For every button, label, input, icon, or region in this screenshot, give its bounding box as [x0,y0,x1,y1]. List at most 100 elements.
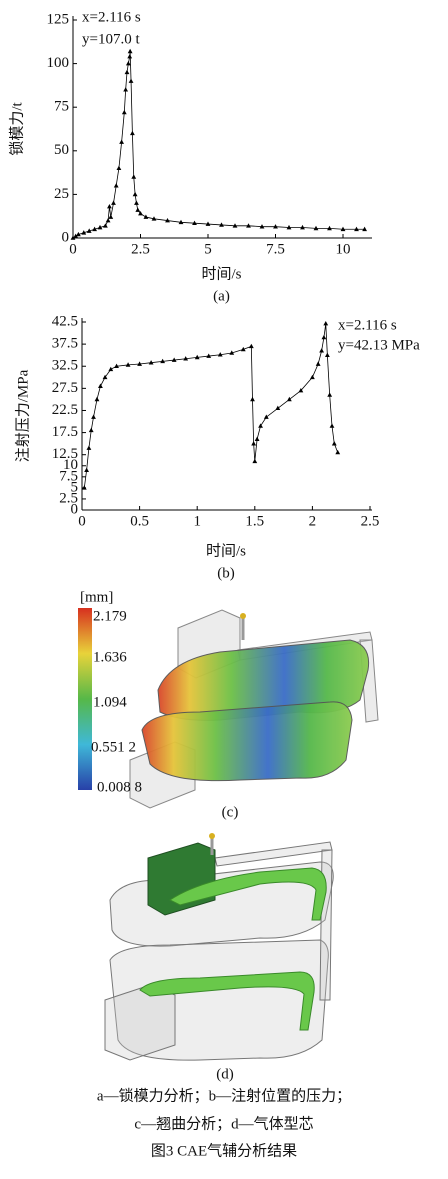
data-marker [251,441,257,446]
y-tick-label: 50 [54,142,69,158]
data-marker [134,200,139,205]
colorbar-unit: [mm] [80,589,113,605]
caption-title: 图3 CAE气辅分析结果 [151,1142,297,1159]
x-tick-label: 2 [309,513,317,529]
x-tick-label: 1.5 [245,513,264,529]
data-marker [124,69,130,75]
panel-label: (a) [213,288,230,304]
data-marker [113,183,119,188]
x-axis-label: 时间/s [206,542,246,559]
data-marker [313,225,319,231]
data-marker [73,233,79,239]
data-marker [250,396,255,402]
data-marker [246,223,251,228]
data-marker [259,224,265,229]
data-marker [286,396,292,402]
x-axis-label: 时间/s [201,265,241,282]
y-tick-label: 32.5 [52,358,78,374]
data-marker [97,224,103,230]
y-tick-label: 2.5 [59,490,78,506]
caption-line: a—锁模力分析；b—注射位置的压力； [97,1087,351,1104]
data-marker [327,225,332,231]
y-tick-label: 7.5 [59,468,78,484]
panel-label: (c) [222,804,239,820]
data-marker [354,226,359,232]
data-marker [340,226,346,232]
data-marker [319,348,325,353]
data-marker [132,191,138,197]
colorbar-label: 0.551 2 [91,739,136,755]
data-marker [194,354,200,360]
data-marker [315,361,321,366]
gas-core-render [104,833,334,1061]
data-marker [91,414,96,419]
data-marker [240,346,246,352]
data-marker [229,350,235,355]
data-marker [131,174,137,179]
data-marker [103,223,108,228]
data-marker [70,235,76,240]
y-tick-label: 0 [62,229,70,245]
data-marker [206,353,212,358]
data-marker [362,226,367,232]
x-tick-label: 0.5 [130,513,149,529]
y-tick-label: 0 [71,501,79,517]
data-marker [178,219,184,225]
data-marker [298,387,304,393]
data-marker [254,436,260,442]
x-tick-label: 2.5 [131,241,150,257]
x-tick-label: 5 [204,241,212,257]
caption-line: c—翘曲分析；d—气体型芯 [134,1115,313,1132]
panel-label: (d) [216,1066,234,1082]
data-marker [324,352,330,357]
data-line [72,51,365,239]
colorbar [78,608,92,790]
y-tick-label: 100 [47,55,70,71]
data-marker [219,222,224,227]
data-marker [327,392,333,397]
data-marker [151,216,157,221]
y-axis-label: 锁模力/t [8,102,25,156]
data-marker [205,221,211,226]
x-tick-label: 0 [78,513,86,529]
data-marker [102,374,108,380]
data-marker [128,78,134,83]
data-marker [86,228,92,233]
data-marker [127,48,133,54]
data-marker [323,321,329,326]
data-marker [98,383,103,388]
data-marker [275,405,281,411]
data-marker [114,363,119,369]
data-marker [116,165,122,171]
data-marker [84,467,90,472]
data-marker [88,427,94,433]
data-marker [143,214,149,219]
y-tick-label: 75 [54,99,69,115]
data-marker [123,87,129,92]
data-marker [321,334,327,340]
data-marker [119,139,124,144]
data-marker [286,224,292,230]
data-marker [105,217,111,223]
data-marker [310,374,315,380]
colorbar-label: 1.094 [93,694,127,710]
annotation: x=2.116 s [338,317,397,333]
data-marker [127,54,133,59]
y-tick-label: 37.5 [52,336,78,352]
y-tick-label: 12.5 [52,446,78,462]
data-marker [258,423,263,428]
y-axis-label: 注射压力/MPa [14,369,31,462]
data-marker [94,396,100,402]
data-marker [76,231,81,237]
x-tick-label: 10 [336,241,351,257]
colorbar-label: 0.008 8 [97,779,142,795]
data-marker [232,223,238,228]
data-marker [148,360,154,365]
data-line [83,323,339,488]
data-marker [138,210,143,216]
data-marker [273,224,278,229]
y-tick-label: 25 [54,186,69,202]
data-marker [329,423,335,428]
x-tick-label: 7.5 [266,241,285,257]
